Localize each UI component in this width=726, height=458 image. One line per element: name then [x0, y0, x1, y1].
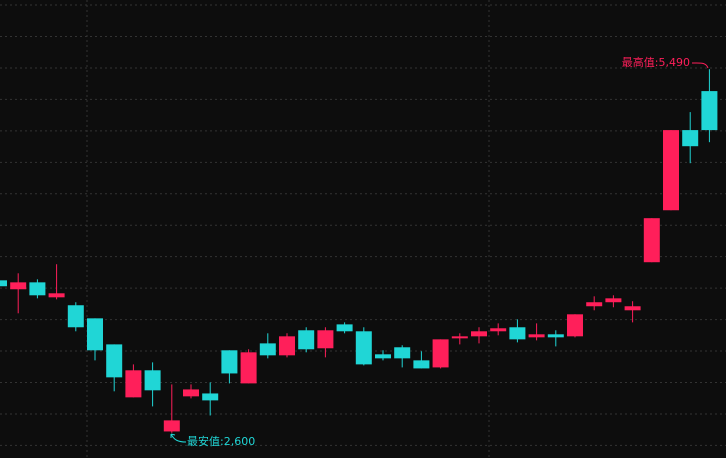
high-annotation: 最高值:5,490 [622, 55, 690, 69]
candle-body [10, 282, 27, 290]
candles [0, 69, 718, 433]
candle-body [451, 336, 468, 339]
candle-body [336, 324, 353, 332]
candle-body [0, 280, 7, 287]
candle-body [355, 331, 372, 365]
candle-body [586, 302, 603, 307]
candle-body [567, 314, 583, 337]
candle-body [298, 330, 315, 350]
annotation-arrow [170, 433, 187, 443]
candle-body [432, 339, 449, 368]
candle-body [375, 354, 391, 359]
candle-body [163, 420, 180, 432]
candle-body [87, 318, 103, 351]
candle-body [682, 130, 699, 147]
candle-body [259, 343, 276, 356]
annotation-arrow [691, 62, 709, 69]
candle-body [413, 360, 430, 369]
candle-body [547, 334, 564, 338]
candle-body [509, 327, 526, 340]
candle-body [144, 370, 161, 391]
candle-body [202, 393, 219, 401]
candle-body [701, 91, 718, 131]
grid [0, 4, 726, 446]
candle-body [240, 352, 257, 384]
candle-body [471, 331, 487, 337]
candle-body [317, 330, 334, 349]
candle-body [605, 298, 622, 303]
low-annotation: 最安值:2,600 [187, 434, 255, 448]
candle-body [394, 347, 411, 359]
candle-body [29, 282, 46, 296]
candle-body [67, 305, 84, 328]
candle-body [624, 306, 641, 311]
candle-body [48, 293, 65, 298]
candle-body [125, 370, 142, 398]
candle-body [663, 130, 679, 211]
candle-body [106, 344, 123, 378]
candle-body [221, 350, 238, 374]
candle-body [643, 218, 660, 263]
candle-body [490, 328, 507, 332]
candle-body [279, 336, 295, 356]
candle-body [183, 389, 199, 397]
candle-body [528, 334, 545, 338]
